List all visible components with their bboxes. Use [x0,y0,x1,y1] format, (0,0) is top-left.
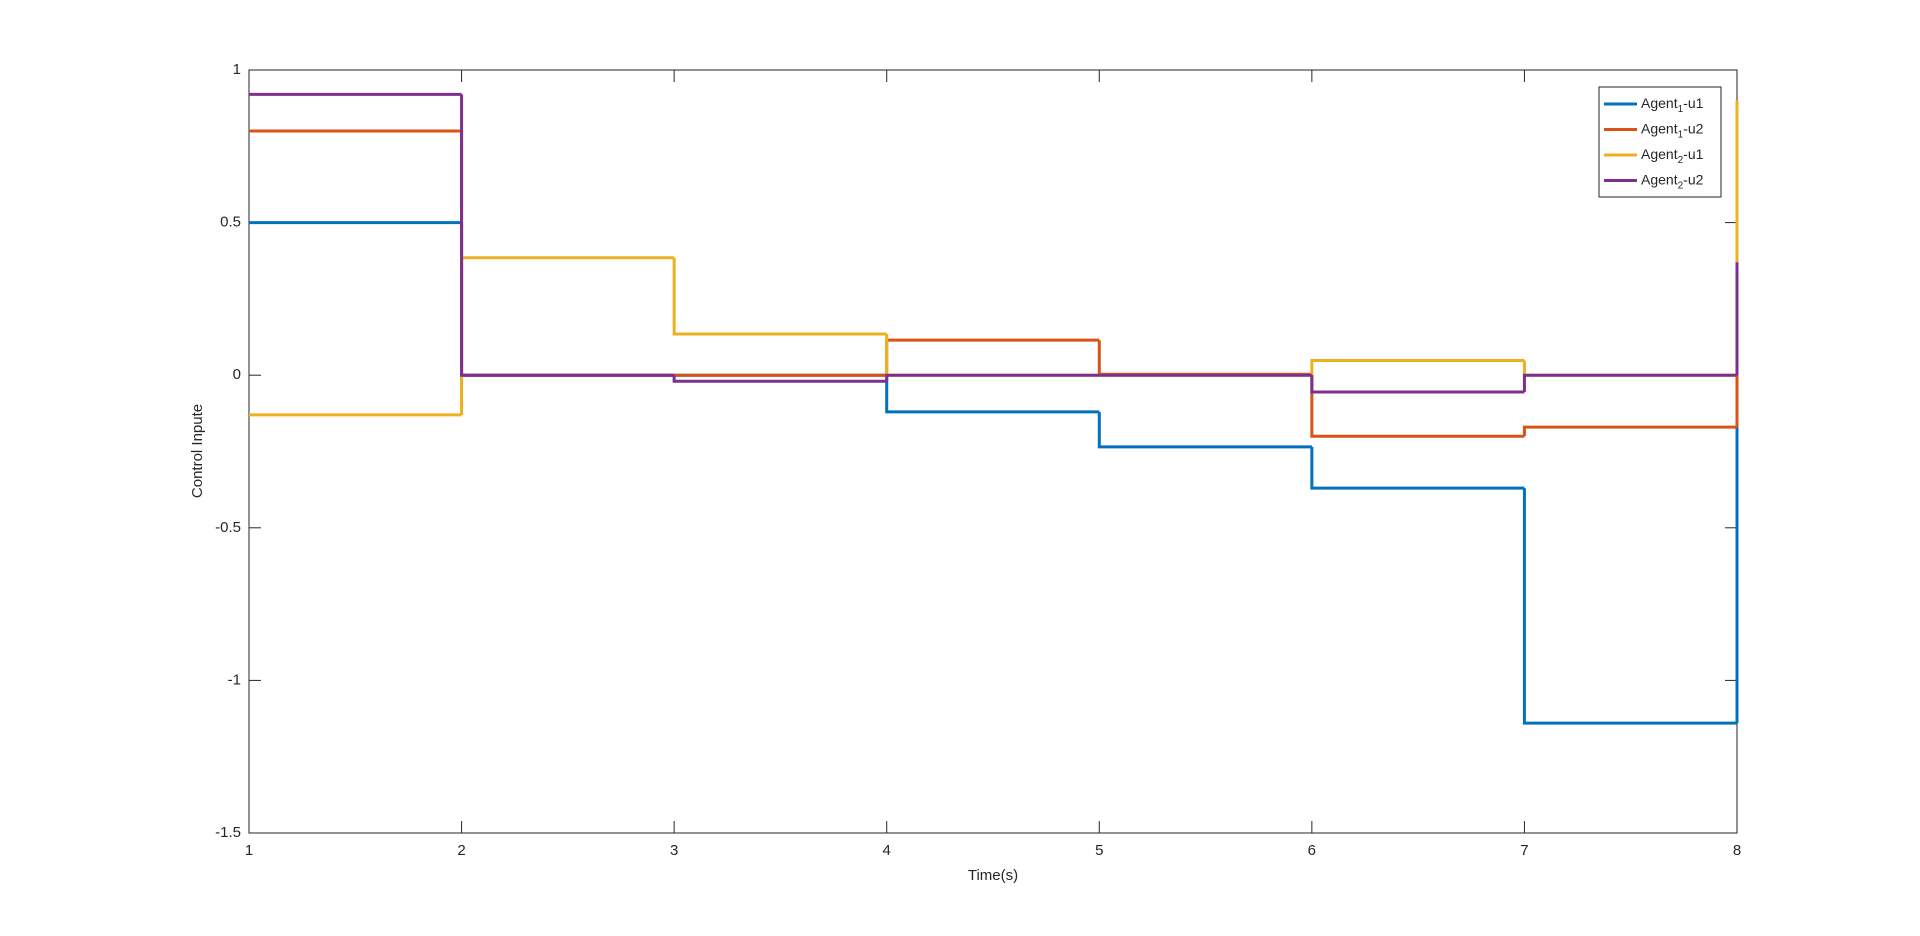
stair-step [1310,446,1525,490]
y-tick-label: 0 [233,366,241,383]
legend-label-part: -u2 [1683,120,1703,136]
legend-label-part: 1 [1678,104,1684,115]
x-tick-label: 5 [1095,842,1103,859]
legend-label-part: 1 [1678,129,1684,140]
x-tick-label: 6 [1308,842,1316,859]
y-axis-label: Control Inpute [189,404,206,498]
x-tick-label: 8 [1733,842,1741,859]
stair-step [885,373,1100,382]
legend-label-part: Agent [1641,120,1678,136]
legend-label-part: -u1 [1683,95,1703,111]
stair-step [1310,359,1525,376]
legend-label: Agent2-u1 [1641,146,1704,166]
y-tick-label: 1 [233,61,241,78]
legend-label-part: -u2 [1683,171,1703,187]
stair-step [1522,373,1737,392]
x-tick-label: 3 [670,842,678,859]
stair-step [1310,375,1525,394]
stair-step [672,257,887,336]
x-tick-label: 2 [457,842,465,859]
stair-step [1310,374,1525,438]
y-tick-label: -1.5 [215,824,241,841]
legend-label-part: -u1 [1683,146,1703,162]
stair-step [1522,488,1737,725]
stair-step [1522,425,1737,437]
y-tick-label: -1 [228,671,241,688]
stair-step [460,94,675,377]
legend-label-part: Agent [1641,146,1678,162]
y-tick-label: 0.5 [220,214,241,231]
x-tick-label: 7 [1520,842,1528,859]
legend-label-part: 2 [1678,155,1684,166]
x-axis-label: Time(s) [968,867,1018,884]
stair-step [885,375,1100,414]
legend-label-part: 2 [1678,180,1684,191]
legend-label: Agent2-u2 [1641,171,1704,191]
plot-area [248,69,1738,834]
stair-step [672,375,887,383]
x-tick-label: 4 [883,842,891,859]
y-tick-label: -0.5 [215,519,241,536]
legend-label: Agent1-u1 [1641,95,1704,115]
legend-label-part: Agent [1641,171,1678,187]
legend-label: Agent1-u2 [1641,120,1704,140]
stair-step [1097,411,1312,449]
legend-label-part: Agent [1641,95,1678,111]
x-tick-label: 1 [245,842,253,859]
series-line [249,92,1739,394]
